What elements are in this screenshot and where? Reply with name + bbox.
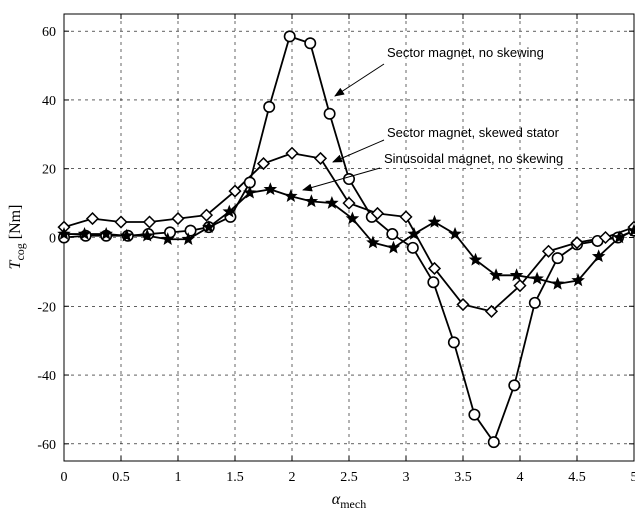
data-point-star (530, 271, 544, 285)
data-point-circle (406, 241, 419, 254)
x-tick-label: 4.5 (568, 470, 586, 485)
y-tick-label: -60 (37, 438, 56, 453)
y-tick-label: 60 (42, 25, 56, 40)
data-point-circle (323, 107, 336, 120)
data-point-star (427, 214, 442, 228)
data-point-circle (468, 408, 481, 421)
data-point-diamond (399, 210, 413, 224)
data-point-circle (263, 100, 276, 113)
data-point-star (325, 196, 339, 209)
x-tick-label: 3 (403, 470, 410, 485)
data-point-circle (304, 37, 317, 50)
data-point-star (119, 228, 134, 242)
x-tick-label: 5 (631, 470, 635, 485)
data-point-star (489, 268, 503, 282)
x-tick-label: 1 (175, 470, 182, 485)
data-point-circle (447, 336, 460, 349)
x-tick-label: 1.5 (226, 470, 244, 485)
series-markers (57, 30, 635, 449)
data-point-diamond (142, 215, 157, 229)
data-point-star (77, 226, 92, 240)
data-point-diamond (256, 157, 271, 171)
data-point-diamond (114, 215, 128, 229)
data-point-diamond (342, 196, 356, 210)
y-tick-label: 0 (49, 232, 56, 247)
ticks: 0 0.5 1 1.5 2 2.5 3 3.5 4 4.5 5 -60 -40 -20 0 20 40 60 (37, 14, 635, 485)
x-tick-label: 0.5 (112, 470, 130, 485)
data-point-circle (184, 224, 197, 237)
x-tick-label: 2 (289, 470, 296, 485)
data-point-star (612, 230, 626, 244)
data-point-star (448, 226, 462, 240)
y-axis-label: Tcog [Nm] (7, 205, 27, 270)
data-point-diamond (85, 212, 100, 226)
data-point-star (243, 185, 257, 199)
x-axis-label: αmech (332, 491, 366, 511)
data-point-star (468, 252, 483, 266)
axis-labels: αmech Tcog [Nm] (7, 205, 366, 511)
data-point-diamond (171, 212, 185, 226)
annotations: Sector magnet, no skewing Sector magnet,… (302, 45, 563, 192)
data-point-circle (508, 379, 521, 392)
data-point-star (591, 249, 606, 263)
data-point-star (263, 182, 278, 196)
data-point-circle (487, 436, 500, 449)
data-point-star (160, 232, 175, 245)
data-point-star (304, 194, 319, 208)
data-point-star (57, 226, 71, 240)
data-point-diamond (370, 206, 385, 220)
data-point-diamond (513, 279, 527, 293)
data-point-star (571, 273, 585, 287)
data-point-diamond (285, 146, 299, 160)
data-point-circle (427, 276, 440, 289)
annotation-arrow-sector-skewed-stator (332, 139, 385, 163)
data-point-star (386, 240, 401, 254)
data-point-diamond (199, 208, 214, 222)
y-tick-label: 40 (42, 94, 56, 109)
y-tick-label: 20 (42, 163, 56, 178)
data-point-circle (386, 228, 399, 241)
data-point-star (181, 232, 196, 245)
data-point-star (366, 235, 380, 249)
data-point-star (627, 223, 635, 237)
data-point-star (345, 211, 360, 225)
y-tick-label: -20 (37, 300, 56, 315)
data-point-star (284, 189, 298, 202)
data-point-diamond (541, 244, 556, 258)
data-point-diamond (484, 304, 499, 318)
data-point-star (140, 228, 154, 242)
annotation-arrow-sector-no-skewing (334, 63, 385, 97)
x-tick-label: 3.5 (454, 470, 472, 485)
data-point-star (99, 226, 113, 240)
data-point-diamond (313, 151, 328, 165)
data-point-diamond (427, 261, 442, 276)
data-point-star (222, 204, 237, 218)
data-point-star (407, 226, 421, 240)
data-point-circle (551, 252, 564, 265)
annotation-sector-no-skewing: Sector magnet, no skewing (387, 45, 544, 60)
annotation-sector-skewed-stator: Sector magnet, skewed stator (387, 125, 560, 140)
y-tick-label: -40 (37, 369, 56, 384)
data-point-circle (528, 296, 541, 309)
data-point-star (202, 220, 216, 233)
x-tick-label: 4 (517, 470, 524, 485)
x-tick-label: 0 (61, 470, 68, 485)
data-point-circle (283, 30, 296, 43)
data-point-diamond (570, 236, 584, 250)
annotation-arrow-sinusoidal-no-skewing (302, 167, 381, 192)
data-point-diamond (228, 184, 242, 198)
x-tick-label: 2.5 (340, 470, 358, 485)
data-point-star (509, 268, 524, 282)
data-point-star (550, 276, 565, 290)
data-point-diamond (598, 230, 613, 245)
data-point-diamond (456, 297, 470, 312)
annotation-sinusoidal-no-skewing: Sinusoidal magnet, no skewing (384, 151, 563, 166)
